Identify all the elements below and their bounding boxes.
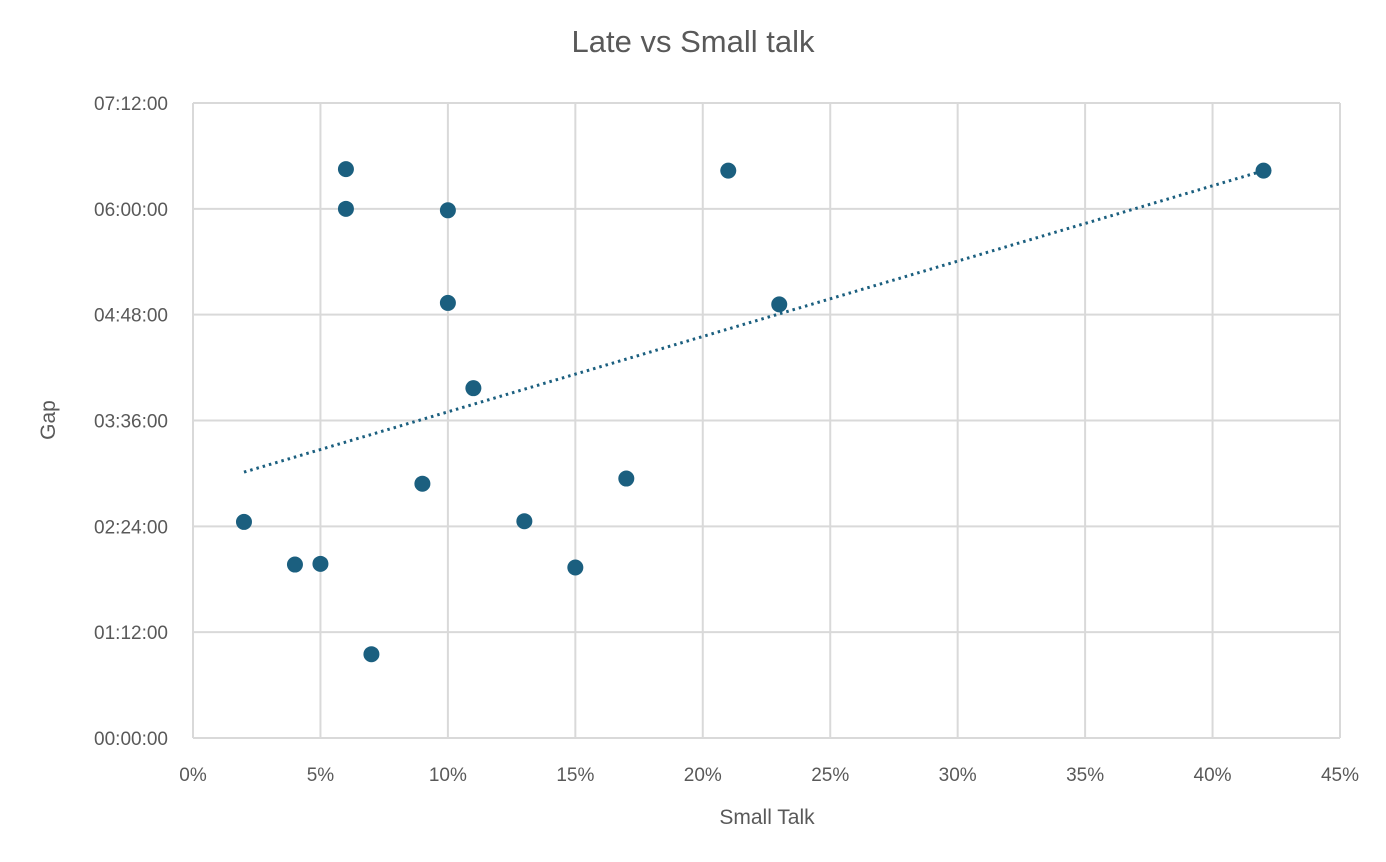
y-tick-label: 07:12:00 [94,94,168,115]
data-point [465,380,482,397]
x-tick-label: 40% [1194,765,1232,786]
trendline [243,169,1264,474]
x-tick-label: 25% [811,765,849,786]
data-point [439,294,456,311]
chart-title: Late vs Small talk [572,24,815,59]
x-tick-label: 15% [556,765,594,786]
y-axis-title: Gap [37,400,60,440]
data-point [516,513,533,530]
grid-lines [192,102,1341,739]
x-tick-label: 5% [307,765,335,786]
x-tick-label: 10% [429,765,467,786]
y-axis-ticks: 00:00:00 01:12:00 02:24:00 03:36:00 04:48:00… [94,94,168,750]
x-axis-ticks: 0% 5% 10% 15% 20% 25% 30% 35% 40% 45% [179,765,1359,786]
y-tick-label: 03:36:00 [94,412,168,433]
x-tick-label: 45% [1321,765,1359,786]
x-tick-label: 20% [684,765,722,786]
data-point [618,470,635,487]
data-point [414,475,431,492]
y-tick-label: 01:12:00 [94,623,168,644]
y-tick-label: 04:48:00 [94,306,168,327]
data-point [363,646,380,663]
data-point [337,200,354,217]
data-point [439,202,456,219]
x-tick-label: 30% [939,765,977,786]
data-point [567,559,584,576]
data-point [312,555,329,572]
data-point [771,296,788,313]
data-point [235,513,252,530]
x-tick-label: 35% [1066,765,1104,786]
y-tick-label: 02:24:00 [94,517,168,538]
y-tick-label: 00:00:00 [94,729,168,750]
data-point [1255,162,1272,179]
x-axis-title: Small Talk [719,806,815,829]
data-points [235,161,1272,663]
x-tick-label: 0% [179,765,207,786]
y-tick-label: 06:00:00 [94,200,168,221]
data-point [286,556,303,573]
data-point [720,162,737,179]
data-point [337,161,354,178]
